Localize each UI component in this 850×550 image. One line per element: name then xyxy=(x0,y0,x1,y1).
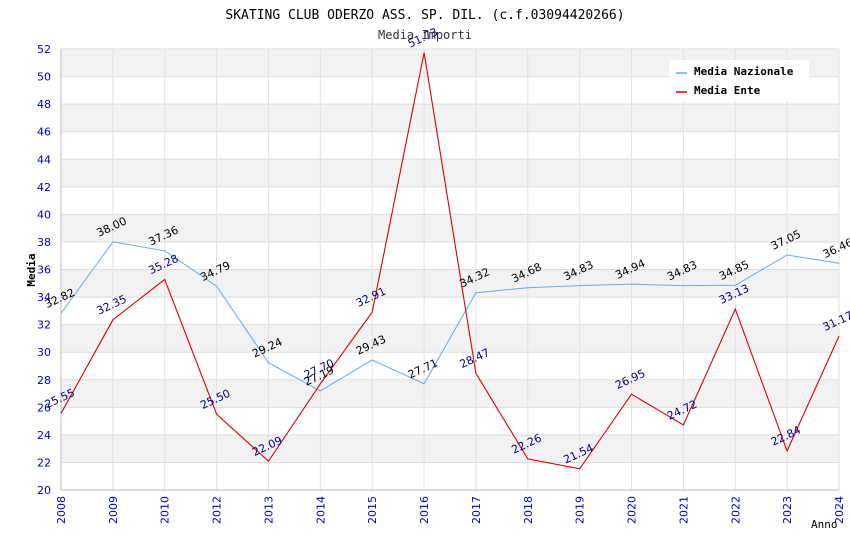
legend: Media Nazionale Media Ente xyxy=(669,60,809,101)
x-tick-label: 2017 xyxy=(470,496,483,524)
x-tick-label: 2024 xyxy=(833,496,846,524)
y-tick-label: 42 xyxy=(37,181,51,194)
x-tick-label: 2013 xyxy=(262,496,275,524)
data-label: 32.82 xyxy=(43,286,77,311)
y-tick-label: 44 xyxy=(37,153,51,166)
x-tick-label: 2023 xyxy=(781,496,794,524)
y-tick-label: 34 xyxy=(37,291,51,304)
grid-bands xyxy=(61,49,839,463)
y-tick-label: 38 xyxy=(37,236,51,249)
y-tick-label: 40 xyxy=(37,208,51,221)
y-tick-label: 28 xyxy=(37,374,51,387)
x-tick-label: 2008 xyxy=(55,496,68,524)
grid-band xyxy=(61,269,839,298)
x-tick-label: 2015 xyxy=(366,496,379,524)
series-line-nazionale xyxy=(60,241,840,392)
legend-label-ente: Media Ente xyxy=(694,84,761,97)
y-tick-label: 22 xyxy=(37,456,51,469)
chart-title: SKATING CLUB ODERZO ASS. SP. DIL. (c.f.0… xyxy=(225,8,624,23)
y-tick-label: 50 xyxy=(37,71,51,84)
x-tick-label: 2018 xyxy=(522,496,535,524)
legend-box xyxy=(669,60,809,101)
x-tick-label: 2020 xyxy=(626,496,639,524)
x-tick-label: 2010 xyxy=(159,496,172,524)
x-tick-label: 2014 xyxy=(314,496,327,524)
y-axis-label: Media xyxy=(25,253,38,286)
x-tick-label: 2012 xyxy=(211,496,224,524)
x-tick-label: 2016 xyxy=(418,496,431,524)
y-tick-label: 20 xyxy=(37,484,51,497)
data-label: 27.71 xyxy=(406,356,440,381)
y-tick-label: 30 xyxy=(37,346,51,359)
x-axis-label: Anno xyxy=(811,518,838,531)
series-line-ente xyxy=(60,52,840,470)
chart-subtitle: Media Importi xyxy=(378,28,472,42)
x-tick-label: 2009 xyxy=(107,496,120,524)
y-tick-label: 26 xyxy=(37,401,51,414)
y-tick-label: 46 xyxy=(37,126,51,139)
grid-band xyxy=(61,214,839,242)
axes xyxy=(60,49,839,491)
y-tick-label: 24 xyxy=(37,429,51,442)
grid-band xyxy=(61,104,839,132)
y-tick-label: 36 xyxy=(37,264,51,277)
x-tick-labels: 2008 2009 2010 2012 2013 2014 2015 2016 2017 2018… xyxy=(55,496,846,524)
grid-band xyxy=(61,159,839,187)
series-lines xyxy=(60,52,840,470)
y-tick-label: 32 xyxy=(37,319,51,332)
y-tick-label: 48 xyxy=(37,98,51,111)
x-tick-label: 2021 xyxy=(677,496,690,524)
grid-band xyxy=(61,434,839,463)
grid-band xyxy=(61,379,839,408)
x-tick-label: 2022 xyxy=(729,496,742,524)
y-tick-labels: 20 22 24 26 28 30 32 34 36 38 40 42 44 46 48 50 52 xyxy=(37,43,51,497)
y-tick-label: 52 xyxy=(37,43,51,56)
legend-label-nazionale: Media Nazionale xyxy=(694,65,794,78)
x-tick-label: 2019 xyxy=(574,496,587,524)
